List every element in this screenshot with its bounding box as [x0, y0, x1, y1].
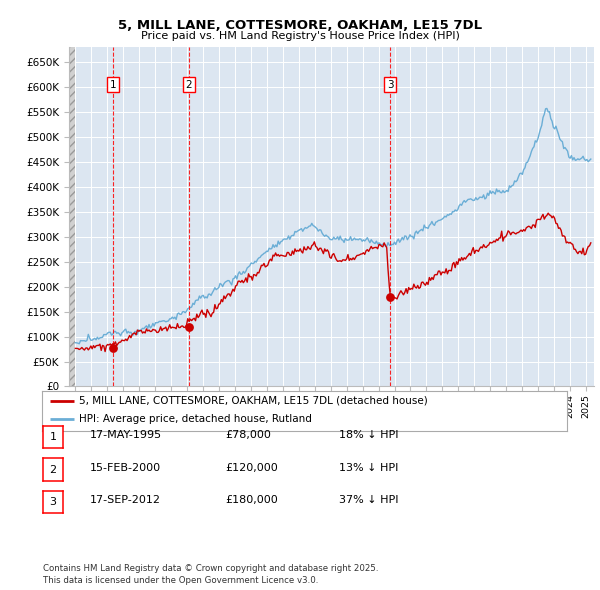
Text: 2: 2: [50, 465, 56, 474]
Text: 5, MILL LANE, COTTESMORE, OAKHAM, LE15 7DL: 5, MILL LANE, COTTESMORE, OAKHAM, LE15 7…: [118, 19, 482, 32]
Text: 15-FEB-2000: 15-FEB-2000: [90, 463, 161, 473]
Text: 5, MILL LANE, COTTESMORE, OAKHAM, LE15 7DL (detached house): 5, MILL LANE, COTTESMORE, OAKHAM, LE15 7…: [79, 396, 427, 405]
Text: 1: 1: [110, 80, 116, 90]
Text: HPI: Average price, detached house, Rutland: HPI: Average price, detached house, Rutl…: [79, 414, 311, 424]
Text: 13% ↓ HPI: 13% ↓ HPI: [339, 463, 398, 473]
Point: [385, 292, 395, 301]
Bar: [69, 47, 76, 386]
Text: 17-MAY-1995: 17-MAY-1995: [90, 431, 162, 440]
Text: 17-SEP-2012: 17-SEP-2012: [90, 496, 161, 505]
Text: 18% ↓ HPI: 18% ↓ HPI: [339, 431, 398, 440]
Text: £78,000: £78,000: [225, 431, 271, 440]
Text: Contains HM Land Registry data © Crown copyright and database right 2025.
This d: Contains HM Land Registry data © Crown c…: [43, 565, 379, 585]
Point: [184, 322, 194, 332]
Text: Price paid vs. HM Land Registry's House Price Index (HPI): Price paid vs. HM Land Registry's House …: [140, 31, 460, 41]
Text: 2: 2: [185, 80, 193, 90]
Text: 37% ↓ HPI: 37% ↓ HPI: [339, 496, 398, 505]
Text: £180,000: £180,000: [225, 496, 278, 505]
Point: [109, 343, 118, 352]
Text: 3: 3: [387, 80, 394, 90]
Text: 3: 3: [50, 497, 56, 507]
Text: 1: 1: [50, 432, 56, 442]
Text: £120,000: £120,000: [225, 463, 278, 473]
